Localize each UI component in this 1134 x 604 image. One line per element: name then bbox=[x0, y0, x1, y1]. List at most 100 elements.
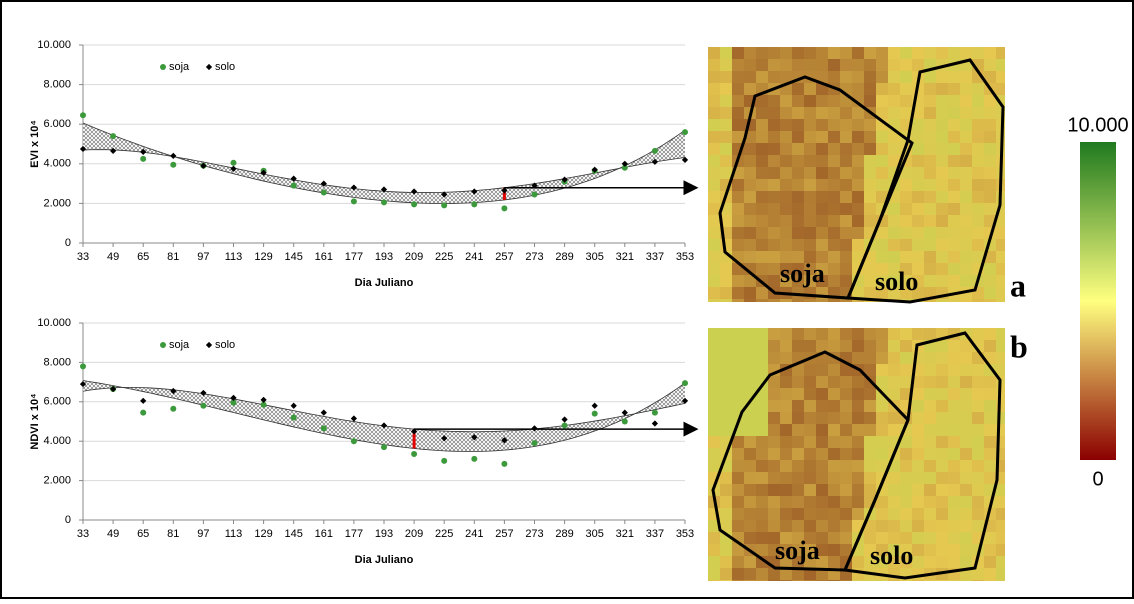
map-pixel bbox=[984, 179, 997, 192]
map-pixel bbox=[936, 388, 949, 401]
map-pixel bbox=[960, 143, 973, 156]
map-pixel bbox=[804, 155, 817, 168]
map-pixel bbox=[780, 119, 793, 132]
map-pixel bbox=[708, 352, 721, 365]
point bbox=[651, 147, 658, 154]
map-pixel bbox=[948, 47, 961, 60]
map-pixel bbox=[936, 460, 949, 473]
map-pixel bbox=[840, 496, 853, 509]
point bbox=[591, 410, 598, 417]
map-pixel bbox=[840, 263, 853, 276]
map-pixel bbox=[756, 179, 769, 192]
map-pixel bbox=[948, 251, 961, 264]
map-pixel bbox=[840, 143, 853, 156]
map-pixel bbox=[828, 191, 841, 204]
point bbox=[531, 425, 538, 432]
map-pixel bbox=[912, 47, 925, 60]
map-pixel bbox=[876, 239, 889, 252]
map-pixel bbox=[912, 508, 925, 521]
map-pixel bbox=[876, 275, 889, 288]
map-pixel bbox=[888, 352, 901, 365]
map-pixel bbox=[840, 376, 853, 389]
map-pixel bbox=[936, 83, 949, 96]
map-pixel bbox=[900, 215, 913, 228]
x-tick-label: 97 bbox=[197, 251, 209, 263]
map-pixel bbox=[780, 484, 793, 497]
map-pixel bbox=[912, 167, 925, 180]
map-pixel bbox=[756, 71, 769, 84]
map-pixel bbox=[804, 400, 817, 413]
map-pixel bbox=[924, 460, 937, 473]
map-pixel bbox=[756, 119, 769, 132]
x-tick-label: 49 bbox=[107, 528, 119, 540]
map-pixel bbox=[912, 275, 925, 288]
legend-label: soja bbox=[169, 61, 190, 73]
map-pixel bbox=[876, 263, 889, 276]
map-pixel bbox=[744, 328, 757, 341]
map-pixel bbox=[948, 556, 961, 569]
map-pixel bbox=[840, 59, 853, 72]
map-pixel bbox=[756, 299, 769, 302]
map-pixel bbox=[804, 119, 817, 132]
map-pixel bbox=[804, 484, 817, 497]
map-pixel bbox=[936, 520, 949, 533]
map-pixel bbox=[708, 340, 721, 353]
map-pixel bbox=[984, 376, 997, 389]
map-pixel bbox=[732, 484, 745, 497]
map-pixel bbox=[864, 364, 877, 377]
map-pixel bbox=[840, 484, 853, 497]
map-pixel bbox=[900, 71, 913, 84]
map-pixel bbox=[948, 352, 961, 365]
map-pixel bbox=[828, 215, 841, 228]
map-pixel bbox=[780, 544, 793, 557]
map-image bbox=[708, 47, 1005, 302]
map-pixel bbox=[888, 364, 901, 377]
map-pixel bbox=[828, 275, 841, 288]
map-pixel bbox=[720, 143, 733, 156]
point bbox=[651, 409, 658, 416]
map-pixel bbox=[984, 263, 997, 276]
map-pixel bbox=[816, 71, 829, 84]
point bbox=[411, 451, 418, 458]
map-pixel bbox=[948, 203, 961, 216]
region-outline bbox=[842, 331, 1002, 580]
map-pixel bbox=[936, 143, 949, 156]
map-pixel bbox=[948, 400, 961, 413]
map-pixel bbox=[972, 155, 985, 168]
map-pixel bbox=[768, 508, 781, 521]
map-pixel bbox=[840, 215, 853, 228]
map-pixel bbox=[708, 388, 721, 401]
point bbox=[350, 438, 357, 445]
region-label: solo bbox=[875, 267, 918, 296]
legend-label: soja bbox=[169, 339, 190, 351]
map-pixel bbox=[720, 412, 733, 425]
map-pixel bbox=[792, 275, 805, 288]
map-pixel bbox=[936, 179, 949, 192]
map-pixel bbox=[816, 496, 829, 509]
x-tick-label: 305 bbox=[586, 251, 604, 263]
map-pixel bbox=[708, 71, 721, 84]
map-pixel bbox=[720, 580, 733, 581]
map-pixel bbox=[732, 496, 745, 509]
map-pixel bbox=[900, 448, 913, 461]
map-pixel bbox=[780, 275, 793, 288]
map-pixel bbox=[864, 95, 877, 108]
map-pixel bbox=[912, 424, 925, 437]
map-pixel bbox=[888, 59, 901, 72]
map-pixel bbox=[828, 328, 841, 341]
map-pixel bbox=[924, 388, 937, 401]
map-pixel bbox=[864, 436, 877, 449]
map-pixel bbox=[876, 376, 889, 389]
map-pixel bbox=[996, 568, 1005, 581]
map-pixel bbox=[708, 83, 721, 96]
map-pixel bbox=[768, 436, 781, 449]
map-pixel bbox=[792, 179, 805, 192]
map-pixel bbox=[744, 167, 757, 180]
map-pixel bbox=[708, 119, 721, 132]
x-tick-label: 289 bbox=[555, 251, 573, 263]
map-pixel bbox=[876, 287, 889, 300]
map-pixel bbox=[972, 107, 985, 120]
map-pixel bbox=[828, 364, 841, 377]
map-pixel bbox=[960, 484, 973, 497]
map-pixel bbox=[780, 376, 793, 389]
